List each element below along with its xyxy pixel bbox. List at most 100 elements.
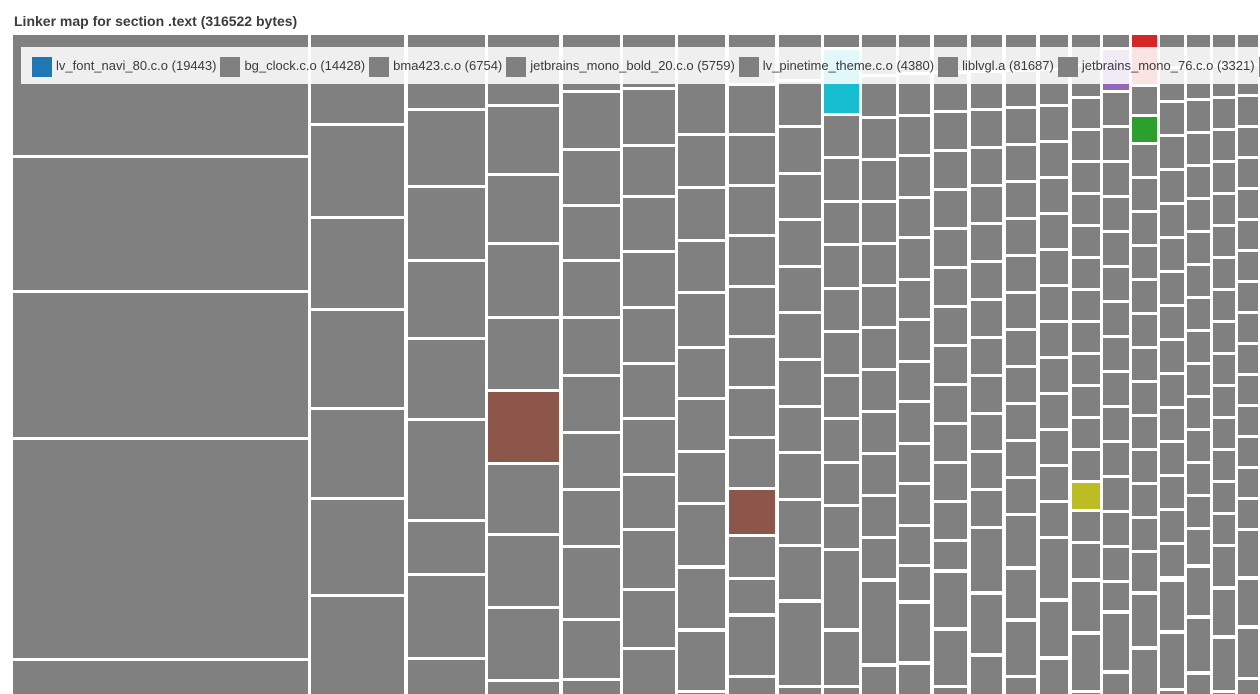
map-block[interactable] [1132, 349, 1157, 380]
map-block[interactable] [1006, 257, 1036, 291]
map-block[interactable] [1072, 387, 1100, 416]
map-block[interactable] [824, 551, 859, 628]
map-block[interactable] [1238, 97, 1258, 125]
map-block[interactable] [779, 688, 821, 694]
map-block[interactable] [1238, 159, 1258, 187]
map-block[interactable] [1006, 331, 1036, 365]
map-block[interactable] [623, 198, 675, 250]
map-block[interactable] [1238, 376, 1258, 404]
map-block[interactable] [13, 440, 308, 658]
map-block[interactable] [1132, 650, 1157, 694]
map-block[interactable] [824, 290, 859, 330]
map-block[interactable] [1238, 531, 1258, 576]
map-block[interactable] [1040, 215, 1068, 248]
map-block[interactable] [488, 392, 559, 462]
map-block[interactable] [1072, 227, 1100, 256]
map-block[interactable] [1160, 634, 1184, 688]
map-block[interactable] [623, 476, 675, 528]
map-block[interactable] [779, 603, 821, 685]
map-block[interactable] [678, 242, 725, 291]
map-block[interactable] [408, 262, 485, 337]
map-block[interactable] [1160, 273, 1184, 304]
map-block[interactable] [1040, 179, 1068, 212]
map-block[interactable] [1006, 442, 1036, 476]
map-block[interactable] [1040, 467, 1068, 500]
map-block[interactable] [678, 505, 725, 565]
map-block[interactable] [971, 301, 1002, 336]
map-block[interactable] [779, 314, 821, 358]
map-block[interactable] [1103, 614, 1129, 670]
map-block[interactable] [1132, 179, 1157, 210]
map-block[interactable] [1187, 497, 1210, 527]
map-block[interactable] [934, 464, 967, 500]
map-block[interactable] [934, 152, 967, 188]
map-block[interactable] [779, 547, 821, 599]
map-block[interactable] [934, 269, 967, 305]
map-block[interactable] [934, 386, 967, 422]
map-block[interactable] [1187, 200, 1210, 230]
map-block[interactable] [971, 595, 1002, 653]
map-block[interactable] [1187, 675, 1210, 694]
map-block[interactable] [1103, 674, 1129, 694]
map-block[interactable] [1132, 315, 1157, 346]
map-block[interactable] [1160, 171, 1184, 202]
map-block[interactable] [779, 82, 821, 125]
map-block[interactable] [1006, 516, 1036, 566]
map-block[interactable] [1213, 419, 1235, 448]
map-block[interactable] [1213, 323, 1235, 352]
map-block[interactable] [1213, 291, 1235, 320]
map-block[interactable] [1238, 438, 1258, 466]
map-block[interactable] [1160, 443, 1184, 474]
map-block[interactable] [779, 361, 821, 405]
map-block[interactable] [1187, 431, 1210, 461]
map-block[interactable] [563, 151, 620, 204]
map-block[interactable] [408, 340, 485, 418]
map-block[interactable] [1160, 582, 1184, 630]
map-block[interactable] [1160, 239, 1184, 270]
map-block[interactable] [1160, 137, 1184, 168]
map-block[interactable] [1238, 128, 1258, 156]
map-block[interactable] [1103, 478, 1129, 510]
map-block[interactable] [1160, 375, 1184, 406]
map-block[interactable] [488, 609, 559, 679]
map-block[interactable] [1187, 134, 1210, 164]
map-block[interactable] [1238, 190, 1258, 218]
map-block[interactable] [1132, 117, 1157, 142]
map-block[interactable] [1160, 511, 1184, 542]
map-block[interactable] [1213, 355, 1235, 384]
map-block[interactable] [862, 497, 896, 536]
map-block[interactable] [563, 93, 620, 148]
map-block[interactable] [899, 281, 930, 318]
map-block[interactable] [678, 569, 725, 628]
map-block[interactable] [1238, 221, 1258, 249]
map-block[interactable] [1238, 314, 1258, 342]
map-block[interactable] [934, 347, 967, 383]
map-block[interactable] [1006, 678, 1036, 694]
map-block[interactable] [971, 529, 1002, 591]
map-block[interactable] [1238, 629, 1258, 677]
map-block[interactable] [1072, 544, 1100, 578]
map-block[interactable] [1132, 417, 1157, 448]
map-block[interactable] [678, 400, 725, 450]
map-block[interactable] [1072, 512, 1100, 541]
map-block[interactable] [1132, 281, 1157, 312]
map-block[interactable] [1006, 570, 1036, 618]
map-block[interactable] [1072, 131, 1100, 160]
map-block[interactable] [824, 116, 859, 156]
map-block[interactable] [1187, 464, 1210, 494]
map-block[interactable] [1103, 35, 1129, 47]
map-block[interactable] [862, 413, 896, 452]
map-block[interactable] [729, 678, 775, 694]
map-block[interactable] [971, 657, 1002, 694]
map-block[interactable] [1072, 259, 1100, 288]
map-block[interactable] [862, 667, 896, 694]
map-block[interactable] [729, 389, 775, 436]
map-block[interactable] [729, 136, 775, 184]
map-block[interactable] [1213, 483, 1235, 512]
map-block[interactable] [1213, 515, 1235, 544]
map-block[interactable] [1040, 660, 1068, 694]
map-block[interactable] [779, 268, 821, 311]
map-block[interactable] [1187, 530, 1210, 564]
map-block[interactable] [934, 230, 967, 266]
map-block[interactable] [1103, 198, 1129, 230]
